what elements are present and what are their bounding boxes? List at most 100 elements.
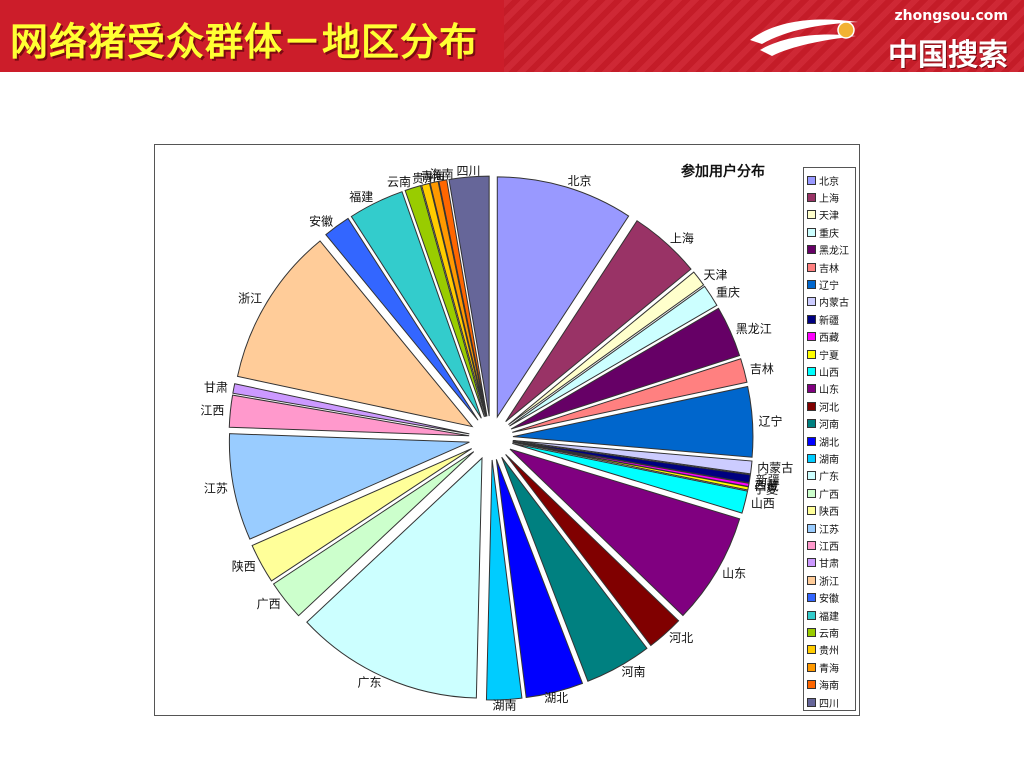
legend-item-11: 宁夏 bbox=[807, 346, 855, 362]
slice-label-28: 贵州 bbox=[412, 172, 436, 186]
legend-item-9: 新疆 bbox=[807, 311, 855, 327]
logo-swoosh-icon bbox=[750, 19, 858, 56]
legend-label: 安徽 bbox=[819, 594, 839, 606]
legend-item-19: 广西 bbox=[807, 485, 855, 501]
legend-swatch bbox=[807, 662, 816, 672]
legend-swatch bbox=[807, 558, 816, 568]
legend-label: 山西 bbox=[819, 367, 839, 379]
slice-label-7: 辽宁 bbox=[758, 413, 782, 428]
legend-label: 江西 bbox=[819, 541, 839, 553]
pie-slice-26 bbox=[350, 191, 482, 419]
legend-swatch bbox=[807, 210, 816, 220]
slice-label-24: 浙江 bbox=[238, 292, 262, 306]
slide-title: 网络猪受众群体－地区分布 bbox=[10, 20, 479, 64]
legend-label: 福建 bbox=[819, 611, 839, 623]
legend-swatch bbox=[807, 262, 816, 272]
legend-item-25: 安徽 bbox=[807, 590, 855, 606]
legend-swatch bbox=[807, 419, 816, 429]
pie-slice-17 bbox=[485, 459, 523, 701]
legend-swatch bbox=[807, 610, 816, 620]
legend-label: 湖南 bbox=[819, 454, 839, 466]
legend-item-8: 内蒙古 bbox=[807, 294, 855, 310]
pie-slice-25 bbox=[325, 217, 479, 421]
legend-swatch bbox=[807, 645, 816, 655]
pie-slice-3 bbox=[508, 271, 705, 426]
legend-item-3: 天津 bbox=[807, 207, 855, 223]
slice-label-20: 陕西 bbox=[232, 558, 256, 573]
slice-label-9: 新疆 bbox=[756, 472, 780, 487]
pie-slice-21 bbox=[228, 433, 470, 540]
legend-label: 内蒙古 bbox=[819, 298, 849, 310]
legend-item-21: 江苏 bbox=[807, 520, 855, 536]
legend-swatch bbox=[807, 297, 816, 307]
legend-swatch bbox=[807, 227, 816, 237]
legend-item-26: 福建 bbox=[807, 607, 855, 623]
pie-slice-11 bbox=[512, 441, 749, 491]
slice-label-22: 江西 bbox=[200, 404, 224, 418]
legend-label: 云南 bbox=[819, 628, 839, 640]
legend-label: 天津 bbox=[819, 211, 839, 223]
slice-label-5: 黑龙江 bbox=[736, 322, 772, 336]
legend-label: 湖北 bbox=[819, 437, 839, 449]
slice-label-30: 海南 bbox=[430, 167, 454, 182]
slice-label-25: 安徽 bbox=[309, 213, 333, 228]
legend-item-23: 甘肃 bbox=[807, 555, 855, 571]
legend-item-30: 海南 bbox=[807, 677, 855, 693]
slice-label-1: 北京 bbox=[568, 174, 592, 188]
legend-label: 黑龙江 bbox=[819, 246, 849, 258]
legend-label: 广西 bbox=[819, 489, 839, 501]
pie-slice-2 bbox=[505, 220, 692, 423]
slice-label-21: 江苏 bbox=[204, 482, 228, 496]
legend-item-2: 上海 bbox=[807, 189, 855, 205]
legend-label: 北京 bbox=[819, 176, 839, 188]
legend-label: 陕西 bbox=[819, 507, 839, 519]
pie-slice-20 bbox=[251, 448, 472, 582]
legend-label: 宁夏 bbox=[819, 350, 839, 362]
legend-swatch bbox=[807, 366, 816, 376]
legend-swatch bbox=[807, 506, 816, 516]
legend-swatch bbox=[807, 488, 816, 498]
pie-slice-27 bbox=[404, 185, 485, 418]
chart-title: 参加用户分布 bbox=[681, 164, 765, 180]
pie-slice-8 bbox=[512, 439, 753, 475]
legend-item-4: 重庆 bbox=[807, 224, 855, 240]
legend-label: 吉林 bbox=[819, 263, 839, 275]
pie-slice-15 bbox=[501, 456, 648, 682]
slice-label-17: 湖南 bbox=[493, 698, 517, 713]
pie-slice-5 bbox=[510, 307, 741, 430]
legend-swatch bbox=[807, 471, 816, 481]
slice-label-27: 云南 bbox=[387, 174, 411, 189]
legend-item-16: 湖北 bbox=[807, 433, 855, 449]
slice-label-13: 山东 bbox=[722, 567, 746, 581]
legend-item-29: 青海 bbox=[807, 659, 855, 675]
slice-label-8: 内蒙古 bbox=[757, 460, 793, 475]
slice-label-29: 青海 bbox=[421, 168, 445, 183]
legend-item-20: 陕西 bbox=[807, 503, 855, 519]
pie-slice-9 bbox=[512, 440, 751, 484]
legend-swatch bbox=[807, 279, 816, 289]
legend-swatch bbox=[807, 401, 816, 411]
pie-slice-14 bbox=[505, 454, 680, 647]
legend-label: 江苏 bbox=[819, 524, 839, 536]
logo-brand: 中国搜索 bbox=[888, 38, 1008, 72]
legend-swatch bbox=[807, 384, 816, 394]
chart-frame: 北京 上海 天津 重庆 黑龙江 吉林 辽宁 内蒙古 新疆 西藏 宁夏 山西 山东 河北 河南 湖北 湖南 广东 广西… bbox=[154, 144, 860, 716]
legend-swatch bbox=[807, 192, 816, 202]
slice-label-11: 宁夏 bbox=[754, 482, 778, 497]
legend-label: 浙江 bbox=[819, 576, 839, 588]
legend-item-7: 辽宁 bbox=[807, 276, 855, 292]
pie-slice-4 bbox=[509, 285, 718, 427]
pie-slice-29 bbox=[429, 180, 487, 417]
legend-swatch bbox=[807, 697, 816, 707]
legend-label: 河北 bbox=[819, 402, 839, 414]
legend-item-13: 山东 bbox=[807, 381, 855, 397]
pie-slice-19 bbox=[272, 451, 475, 617]
pie-slice-24 bbox=[236, 240, 474, 428]
slice-label-4: 重庆 bbox=[716, 285, 740, 299]
legend-label: 重庆 bbox=[819, 228, 839, 240]
legend-item-1: 北京 bbox=[807, 172, 855, 188]
slice-label-6: 吉林 bbox=[750, 362, 774, 376]
legend-label: 海南 bbox=[819, 681, 839, 693]
legend-swatch bbox=[807, 523, 816, 533]
pie-slice-12 bbox=[512, 442, 749, 514]
